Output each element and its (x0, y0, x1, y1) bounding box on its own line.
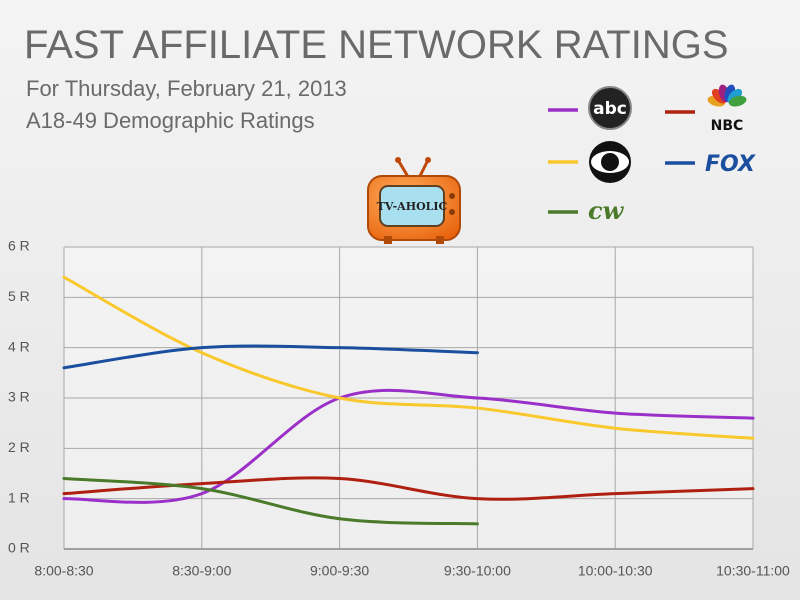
y-tick-label: 4 R (8, 338, 30, 354)
x-tick-label: 10:00-10:30 (578, 563, 653, 579)
y-tick-label: 3 R (8, 389, 30, 405)
y-tick-label: 5 R (8, 288, 30, 304)
y-tick-label: 0 R (8, 540, 30, 556)
legend-logo (588, 86, 632, 130)
legend-item (548, 141, 631, 183)
y-tick-label: 2 R (8, 439, 30, 455)
x-tick-label: 8:30-9:00 (172, 563, 231, 579)
series-line (62, 388, 755, 504)
series-line (62, 344, 479, 370)
series-line (62, 476, 755, 501)
series-line (62, 477, 479, 526)
legend-item: FOX (665, 152, 756, 177)
chart-title: FAST AFFILIATE NETWORK RATINGS (24, 23, 729, 67)
tv-badge: TV-AHOLIC (367, 157, 461, 244)
legend-label: FOX (705, 152, 756, 177)
legend-item: NBC (665, 84, 747, 134)
legend-item: cw (548, 196, 625, 225)
legend-logo (728, 95, 747, 107)
legend-logo (601, 153, 619, 171)
legend-label: cw (588, 196, 625, 225)
legend-label: abc (593, 99, 627, 119)
x-tick-label: 10:30-11:00 (716, 563, 790, 579)
subtitle: For Thursday, February 21, 2013 (26, 76, 347, 101)
badge-text: TV-AHOLIC (377, 200, 448, 213)
x-tick-label: 9:00-9:30 (310, 563, 369, 579)
y-tick-label: 6 R (8, 238, 30, 254)
subtitle: A18-49 Demographic Ratings (26, 108, 315, 133)
legend-label: NBC (711, 118, 744, 134)
x-tick-label: 9:30-10:00 (444, 563, 511, 579)
x-tick-label: 8:00-8:30 (34, 563, 93, 579)
y-tick-label: 1 R (8, 489, 30, 505)
series-line (62, 275, 755, 440)
legend-item: abc (548, 86, 632, 130)
